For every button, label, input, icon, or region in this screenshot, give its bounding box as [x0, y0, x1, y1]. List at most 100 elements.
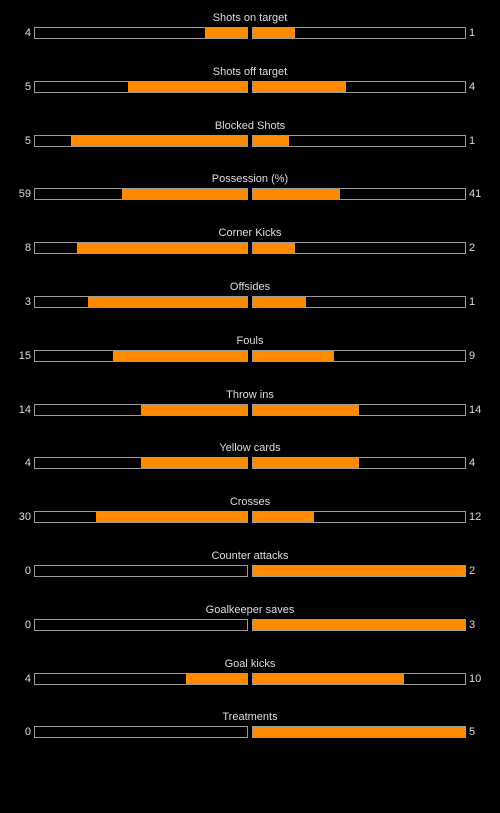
home-bar: [34, 80, 248, 93]
home-bar-fill: [128, 81, 247, 92]
home-value: 3: [24, 295, 31, 308]
away-bar: [252, 188, 466, 201]
away-bar: [252, 618, 466, 631]
stat-row: Treatments 0 5: [0, 711, 500, 765]
stat-label: Shots on target: [212, 12, 288, 24]
away-bar: [252, 564, 466, 577]
away-bar-fill: [253, 458, 359, 469]
stat-row: Shots off target 5 4: [0, 66, 500, 120]
home-bar: [34, 564, 248, 577]
home-bar-fill: [113, 350, 247, 361]
home-bar-fill: [71, 135, 247, 146]
away-value: 3: [469, 618, 476, 631]
away-bar: [252, 403, 466, 416]
stat-row: Throw ins 14 14: [0, 389, 500, 443]
stat-row: Blocked Shots 5 1: [0, 120, 500, 174]
stat-row: Yellow cards 4 4: [0, 442, 500, 496]
home-bar: [34, 457, 248, 470]
home-value: 0: [24, 726, 31, 739]
stat-label: Treatments: [222, 711, 278, 724]
away-bar-fill: [253, 28, 295, 38]
away-value: 9: [469, 349, 476, 362]
away-bar: [252, 80, 466, 93]
away-bar: [252, 726, 466, 739]
stat-row: Offsides 3 1: [0, 281, 500, 335]
away-bar-fill: [253, 512, 314, 523]
stat-label: Fouls: [236, 334, 264, 347]
away-value: 2: [469, 564, 476, 577]
home-value: 15: [18, 349, 31, 362]
away-value: 41: [469, 188, 482, 201]
away-bar: [252, 242, 466, 255]
home-bar: [34, 726, 248, 739]
away-value: 10: [469, 672, 482, 685]
home-bar: [34, 349, 248, 362]
stat-row: Corner Kicks 8 2: [0, 227, 500, 281]
home-bar-fill: [77, 243, 247, 254]
away-bar: [252, 27, 466, 39]
away-value: 2: [469, 242, 476, 255]
away-bar-fill: [253, 619, 465, 630]
home-bar-fill: [96, 512, 247, 523]
home-bar: [34, 242, 248, 255]
home-value: 14: [18, 403, 31, 416]
away-bar-fill: [253, 727, 465, 738]
home-bar: [34, 27, 248, 39]
stat-row: Possession (%) 59 41: [0, 173, 500, 227]
away-value: 1: [469, 134, 476, 147]
away-bar: [252, 457, 466, 470]
home-bar: [34, 618, 248, 631]
away-value: 4: [469, 457, 476, 470]
stat-label: Yellow cards: [219, 442, 281, 455]
home-bar: [34, 295, 248, 308]
stat-label: Shots off target: [212, 65, 288, 78]
home-value: 5: [24, 134, 31, 147]
stat-label: Corner Kicks: [218, 227, 282, 240]
home-bar: [34, 188, 248, 201]
stat-label: Offsides: [229, 280, 271, 293]
away-bar-fill: [253, 296, 306, 307]
stat-label: Goalkeeper saves: [205, 603, 295, 616]
home-value: 0: [24, 618, 31, 631]
away-bar: [252, 511, 466, 524]
away-bar-fill: [253, 404, 359, 415]
stat-row: Goal kicks 4 10: [0, 658, 500, 712]
stat-label: Throw ins: [226, 388, 274, 401]
away-value: 12: [469, 511, 482, 524]
stats-list: Shots on target 4 1 Shots off target 5 4…: [0, 12, 500, 765]
away-value: 4: [469, 80, 476, 93]
away-bar-fill: [253, 81, 346, 92]
stat-row: Shots on target 4 1: [0, 12, 500, 66]
home-value: 5: [24, 80, 31, 93]
away-bar: [252, 672, 466, 685]
stat-label: Crosses: [229, 496, 271, 509]
home-bar-fill: [186, 673, 247, 684]
away-bar-fill: [253, 135, 289, 146]
away-value: 14: [469, 403, 482, 416]
stat-row: Fouls 15 9: [0, 335, 500, 389]
stat-label: Blocked Shots: [214, 119, 286, 132]
away-bar-fill: [253, 350, 334, 361]
away-bar-fill: [253, 673, 404, 684]
home-value: 0: [24, 564, 31, 577]
away-bar: [252, 349, 466, 362]
away-bar-fill: [253, 565, 465, 576]
home-value: 4: [24, 672, 31, 685]
stat-row: Goalkeeper saves 0 3: [0, 604, 500, 658]
away-bar-fill: [253, 189, 340, 200]
away-bar: [252, 295, 466, 308]
home-bar: [34, 403, 248, 416]
away-value: 1: [469, 295, 476, 308]
home-bar: [34, 134, 248, 147]
away-value: 1: [469, 27, 476, 39]
away-value: 5: [469, 726, 476, 739]
away-bar-fill: [253, 243, 295, 254]
stat-label: Counter attacks: [211, 549, 289, 562]
home-value: 8: [24, 242, 31, 255]
home-value: 4: [24, 457, 31, 470]
home-bar-fill: [88, 296, 247, 307]
home-value: 30: [18, 511, 31, 524]
stat-row: Crosses 30 12: [0, 496, 500, 550]
home-bar-fill: [141, 404, 247, 415]
